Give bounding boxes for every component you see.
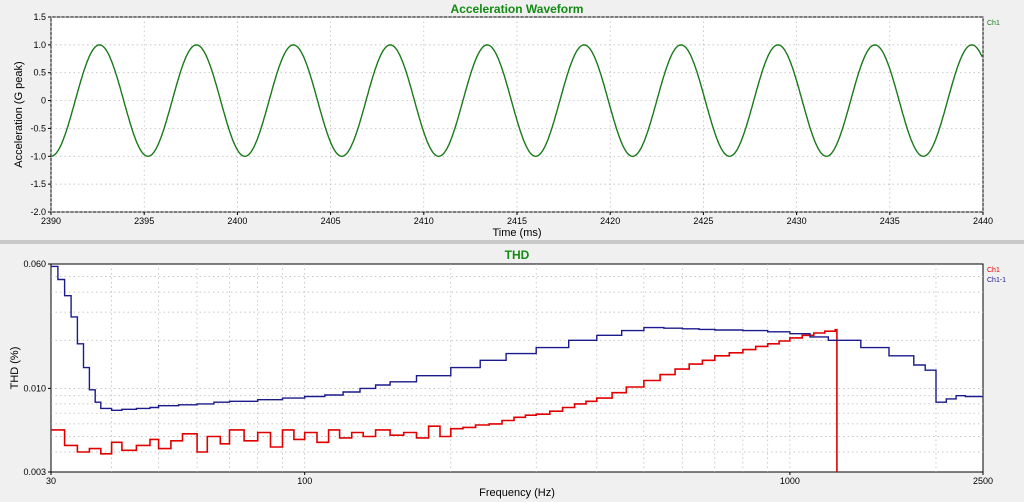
y-tick-label: -0.5	[30, 123, 46, 133]
series-line-ch1-1	[51, 265, 983, 411]
x-axis-label: Time (ms)	[492, 227, 541, 239]
plot-area	[50, 263, 984, 473]
y-tick-label: 0.010	[23, 383, 46, 393]
y-tick-label: 0.003	[23, 467, 46, 477]
x-tick-label: 2415	[507, 216, 527, 226]
y-tick-label: -1.5	[30, 179, 46, 189]
series-line-ch1	[51, 44, 983, 158]
legend-entry-ch1: Ch1	[987, 267, 1000, 274]
legend-entry-ch1: Ch1	[987, 20, 1000, 27]
x-tick-label: 30	[46, 476, 56, 486]
x-tick-label: 2435	[880, 216, 900, 226]
y-tick-label: 0	[41, 96, 46, 106]
thd-panel: 30 100 1000 2500 0.003 0.010 0.060 THD Frequency…	[0, 244, 1024, 502]
y-axis-label: THD (%)	[9, 347, 21, 390]
y-axis-label: Acceleration (G peak)	[13, 61, 25, 167]
series-line-ch1	[51, 328, 838, 472]
x-tick-label: 2400	[227, 216, 247, 226]
acceleration-waveform-chart: 2390 2395 2400 2405 2410 2415 2420 2425 2430 2435…	[13, 2, 1000, 239]
y-tick-label: -1.0	[30, 151, 46, 161]
y-tick-label: 1.0	[33, 40, 46, 50]
legend-entry-ch1-1: Ch1-1	[987, 277, 1006, 284]
chart-title: THD	[505, 248, 530, 262]
x-axis-label: Frequency (Hz)	[479, 487, 555, 499]
plot-area	[50, 16, 984, 213]
y-tick-label: 0.5	[33, 68, 46, 78]
x-tick-label: 2440	[973, 216, 993, 226]
x-tick-label: 2430	[787, 216, 807, 226]
y-tick-label: 0.060	[23, 259, 46, 269]
x-tick-label: 2420	[600, 216, 620, 226]
panel-divider[interactable]	[0, 240, 1024, 244]
x-tick-label: 100	[297, 476, 312, 486]
y-tick-label: -2.0	[30, 207, 46, 217]
x-tick-label: 2410	[414, 216, 434, 226]
acceleration-waveform-panel: 2390 2395 2400 2405 2410 2415 2420 2425 2430 2435…	[0, 0, 1024, 240]
x-tick-label: 2395	[134, 216, 154, 226]
chart-title: Acceleration Waveform	[451, 2, 584, 16]
y-tick-label: 1.5	[33, 12, 46, 22]
x-tick-label: 2390	[41, 216, 61, 226]
x-tick-label: 2500	[973, 476, 993, 486]
x-tick-label: 2425	[693, 216, 713, 226]
thd-chart: 30 100 1000 2500 0.003 0.010 0.060 THD Frequency…	[9, 248, 1006, 499]
x-tick-label: 1000	[780, 476, 800, 486]
x-tick-label: 2405	[321, 216, 341, 226]
